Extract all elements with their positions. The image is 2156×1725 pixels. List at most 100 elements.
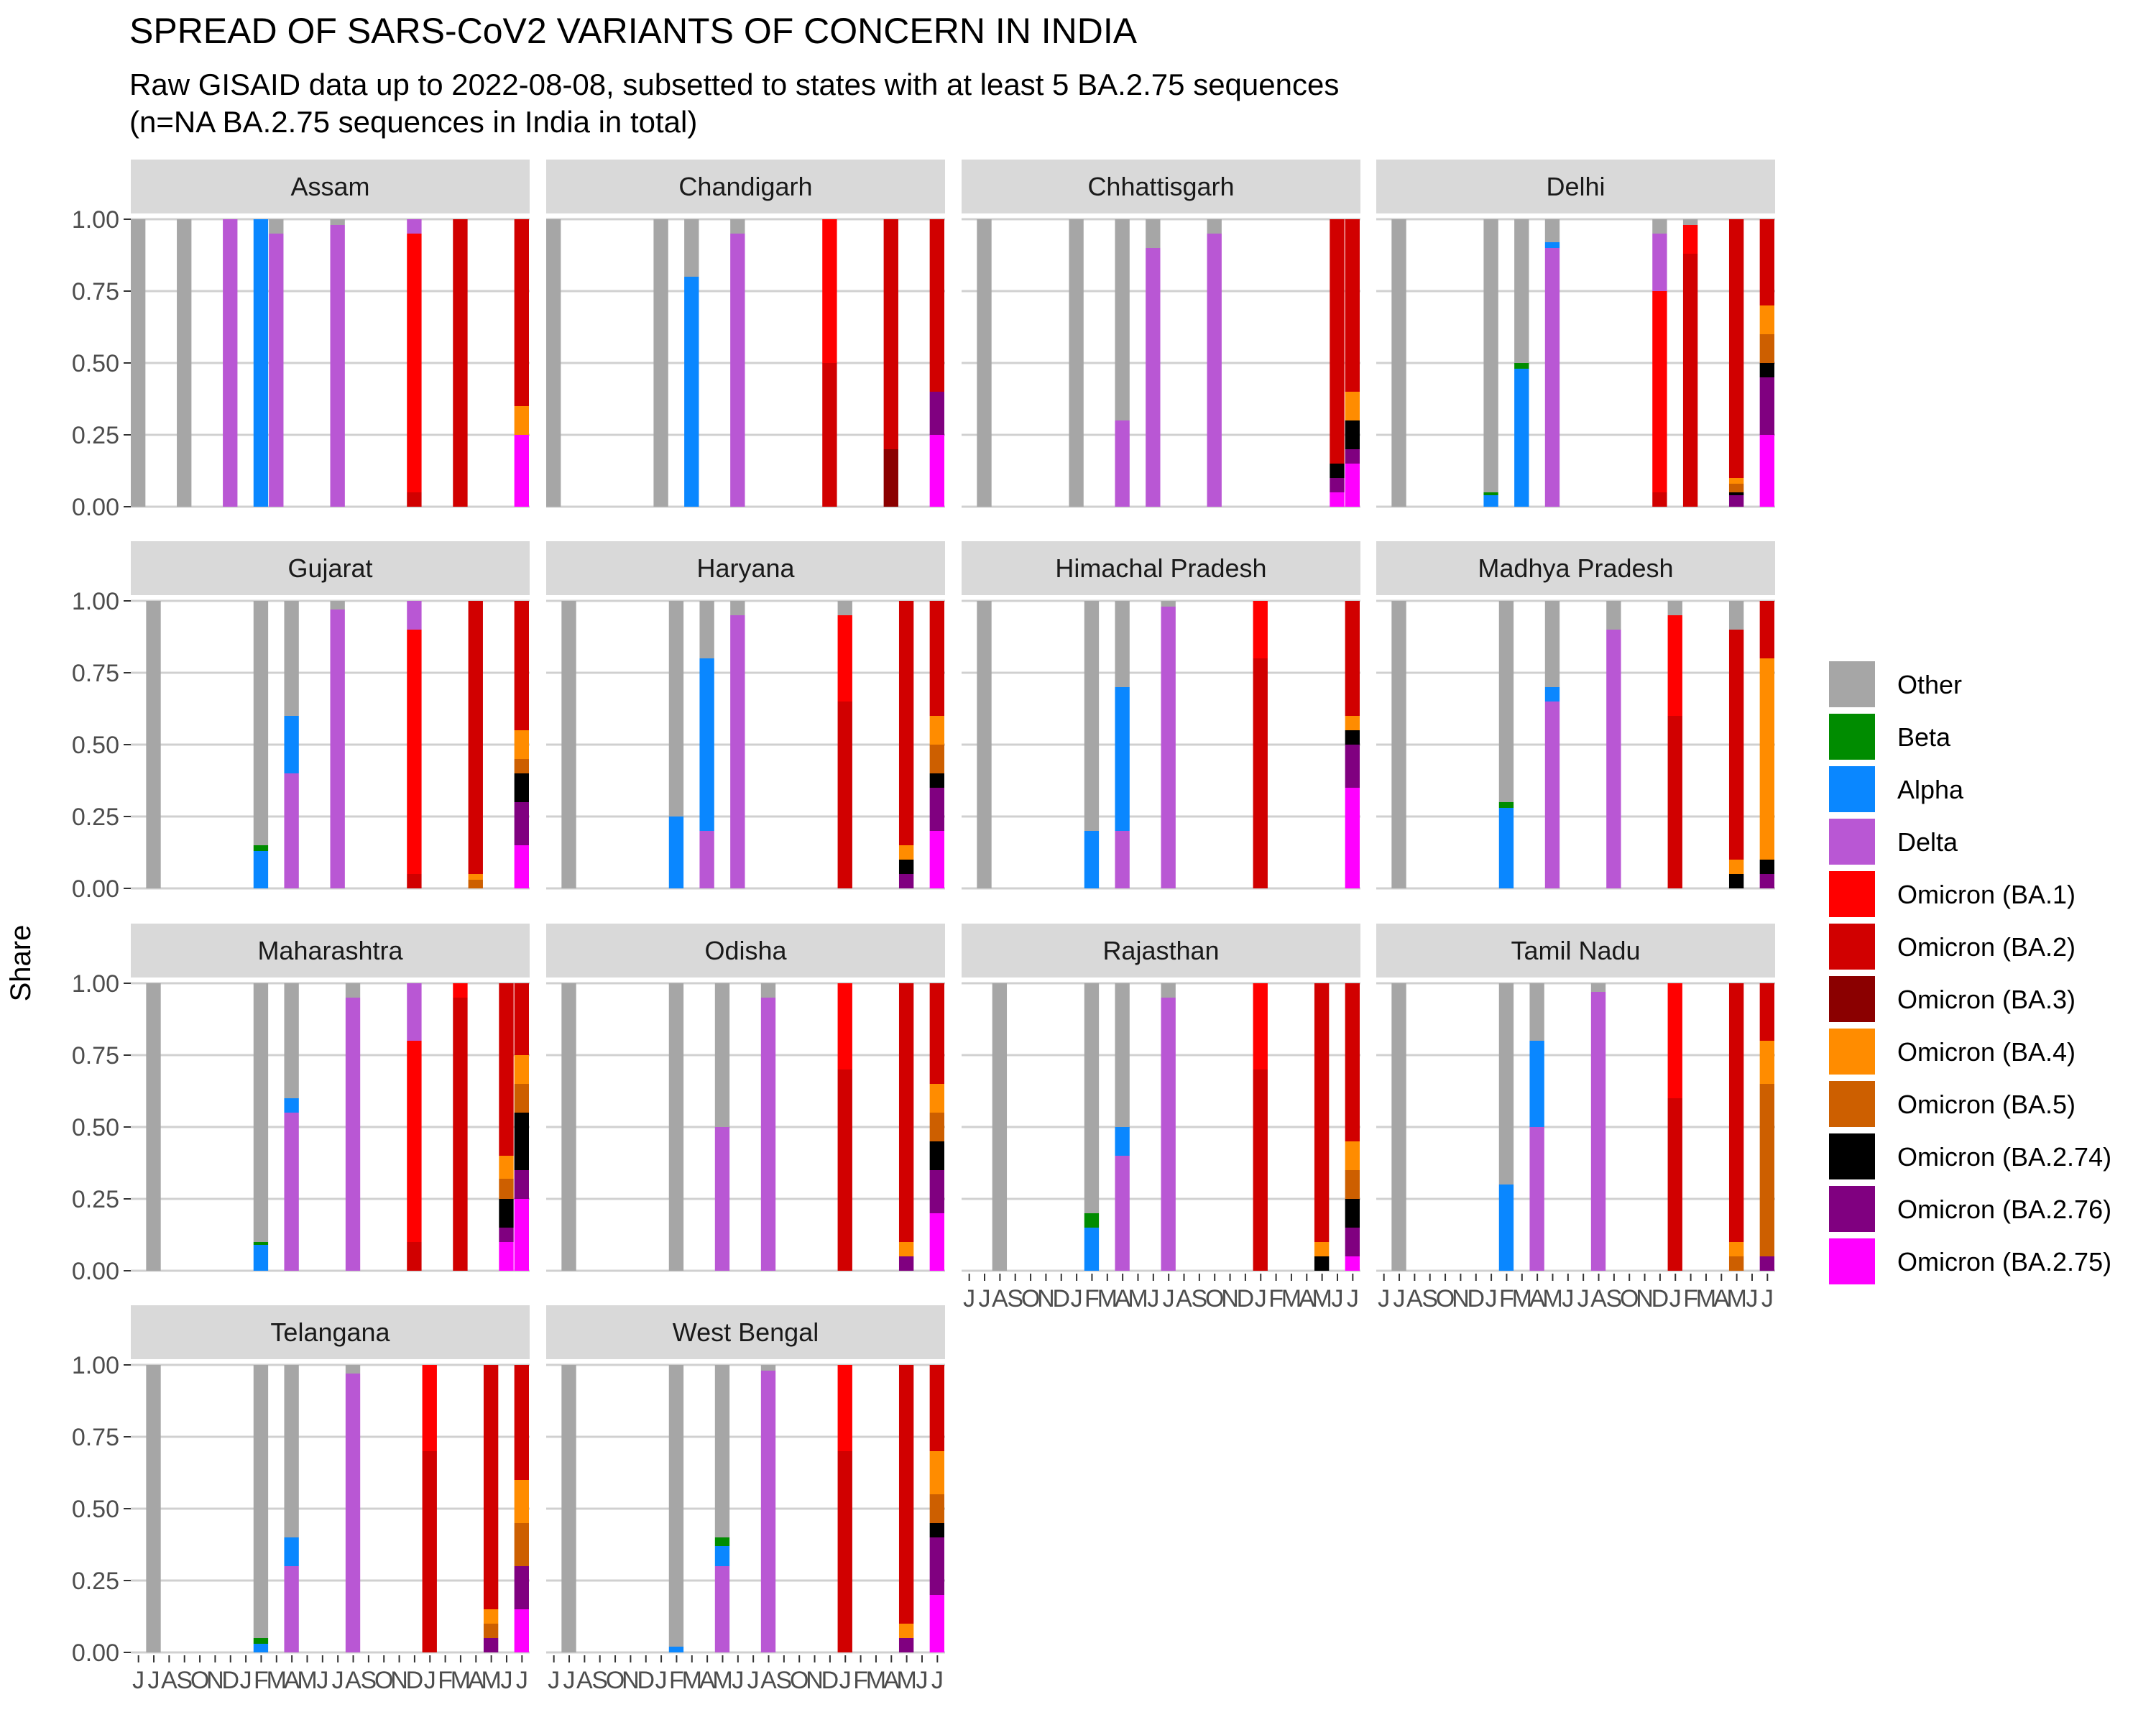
- bar-segment: [714, 1537, 730, 1546]
- x-tick-label: J: [916, 1667, 928, 1694]
- x-tick-label: A: [699, 1667, 716, 1694]
- legend-label: Delta: [1897, 827, 1958, 857]
- bar-segment: [1529, 1127, 1544, 1271]
- bar-segment: [1544, 702, 1560, 888]
- x-tick-label: J: [931, 1667, 944, 1694]
- x-tick-label: J: [548, 1667, 560, 1694]
- x-tick-label: J: [148, 1667, 160, 1694]
- bar-segment: [1345, 745, 1360, 788]
- bar-segment: [929, 831, 944, 888]
- bar-segment: [1759, 601, 1774, 658]
- x-tick-label: N: [806, 1667, 824, 1694]
- bar-segment: [714, 1566, 730, 1652]
- facet-strip: [1376, 160, 1775, 213]
- bar-segment: [1728, 601, 1744, 630]
- bar-segment: [1391, 983, 1406, 1271]
- facet-strip: [962, 924, 1360, 978]
- x-tick-label: J: [1071, 1285, 1083, 1312]
- bar-segment: [929, 1537, 944, 1595]
- bar-segment: [514, 406, 529, 435]
- bar-segment: [929, 1523, 944, 1537]
- x-tick-label: N: [1452, 1285, 1470, 1312]
- bar-segment: [1667, 1098, 1682, 1271]
- bar-segment: [1483, 219, 1498, 492]
- x-tick-label: J: [1347, 1285, 1359, 1312]
- bar-segment: [330, 219, 345, 225]
- y-tick-label: 0.25: [72, 1186, 119, 1213]
- bar-segment: [1314, 1256, 1330, 1271]
- x-tick-label: D: [221, 1667, 239, 1694]
- x-tick-label: D: [1237, 1285, 1255, 1312]
- facet-label: Telangana: [270, 1317, 390, 1347]
- bar-segment: [898, 1256, 914, 1271]
- bar-segment: [837, 983, 852, 1070]
- bar-segment: [407, 601, 422, 630]
- bar-segment: [1667, 716, 1682, 888]
- bar-segment: [1728, 630, 1744, 860]
- x-tick-label: A: [1299, 1285, 1315, 1312]
- bar-segment: [1498, 1184, 1514, 1271]
- bar-segment: [714, 983, 730, 1127]
- x-tick-label: S: [1192, 1285, 1208, 1312]
- x-tick-label: D: [406, 1667, 424, 1694]
- bar-segment: [330, 225, 345, 507]
- bar-segment: [1682, 254, 1698, 507]
- bar-segment: [1514, 369, 1529, 507]
- legend-label: Omicron (BA.2): [1897, 932, 2076, 962]
- x-tick-label: D: [1651, 1285, 1669, 1312]
- bar-segment: [1345, 1228, 1360, 1256]
- legend-swatch: [1829, 1081, 1875, 1127]
- legend-swatch: [1829, 1238, 1875, 1284]
- bar-segment: [1759, 874, 1774, 888]
- bar-segment: [1759, 1256, 1774, 1271]
- x-tick-label: F: [669, 1667, 684, 1694]
- legend-swatch: [1829, 714, 1875, 760]
- bar-segment: [284, 716, 299, 773]
- x-tick-label: M: [267, 1667, 287, 1694]
- bar-segment: [284, 1537, 299, 1566]
- facet-label: Chhattisgarh: [1087, 172, 1234, 201]
- bar-segment: [407, 874, 422, 888]
- bar-segment: [699, 658, 714, 831]
- bar-segment: [468, 880, 483, 888]
- bar-segment: [1084, 1228, 1100, 1271]
- x-tick-label: J: [1761, 1285, 1774, 1312]
- bar-segment: [253, 1644, 269, 1652]
- bar-segment: [1161, 998, 1176, 1271]
- facet-label: Assam: [290, 172, 369, 201]
- bar-segment: [929, 1595, 944, 1652]
- bar-segment: [1345, 788, 1360, 888]
- x-tick-label: N: [1221, 1285, 1239, 1312]
- bar-segment: [1498, 808, 1514, 888]
- bar-segment: [253, 601, 269, 845]
- chart-subtitle: Raw GISAID data up to 2022-08-08, subset…: [129, 66, 1339, 141]
- bar-segment: [1161, 983, 1176, 998]
- bar-segment: [898, 983, 914, 1242]
- bar-segment: [1498, 983, 1514, 1184]
- bar-segment: [929, 1113, 944, 1141]
- bar-segment: [1728, 478, 1744, 484]
- facet-strip: [962, 541, 1360, 595]
- bar-segment: [684, 219, 699, 277]
- x-tick-label: M: [1726, 1285, 1746, 1312]
- x-tick-label: A: [284, 1667, 300, 1694]
- bar-segment: [253, 845, 269, 851]
- y-tick-label: 0.75: [72, 1424, 119, 1451]
- bar-segment: [269, 219, 284, 234]
- bar-segment: [760, 1371, 776, 1652]
- bar-segment: [1514, 219, 1529, 363]
- x-tick-label: A: [576, 1667, 593, 1694]
- x-tick-label: M: [1281, 1285, 1302, 1312]
- bar-segment: [514, 845, 529, 888]
- bar-segment: [1728, 983, 1744, 1242]
- bar-segment: [1345, 1170, 1360, 1199]
- bar-segment: [1498, 802, 1514, 808]
- legend-label: Omicron (BA.2.76): [1897, 1195, 2111, 1224]
- bar-segment: [253, 1245, 269, 1271]
- bar-segment: [453, 983, 468, 998]
- y-tick-label: 0.00: [72, 875, 119, 903]
- bar-segment: [1345, 1199, 1360, 1228]
- bar-segment: [483, 1624, 499, 1638]
- x-tick-label: J: [1147, 1285, 1159, 1312]
- legend-label: Omicron (BA.3): [1897, 985, 2076, 1014]
